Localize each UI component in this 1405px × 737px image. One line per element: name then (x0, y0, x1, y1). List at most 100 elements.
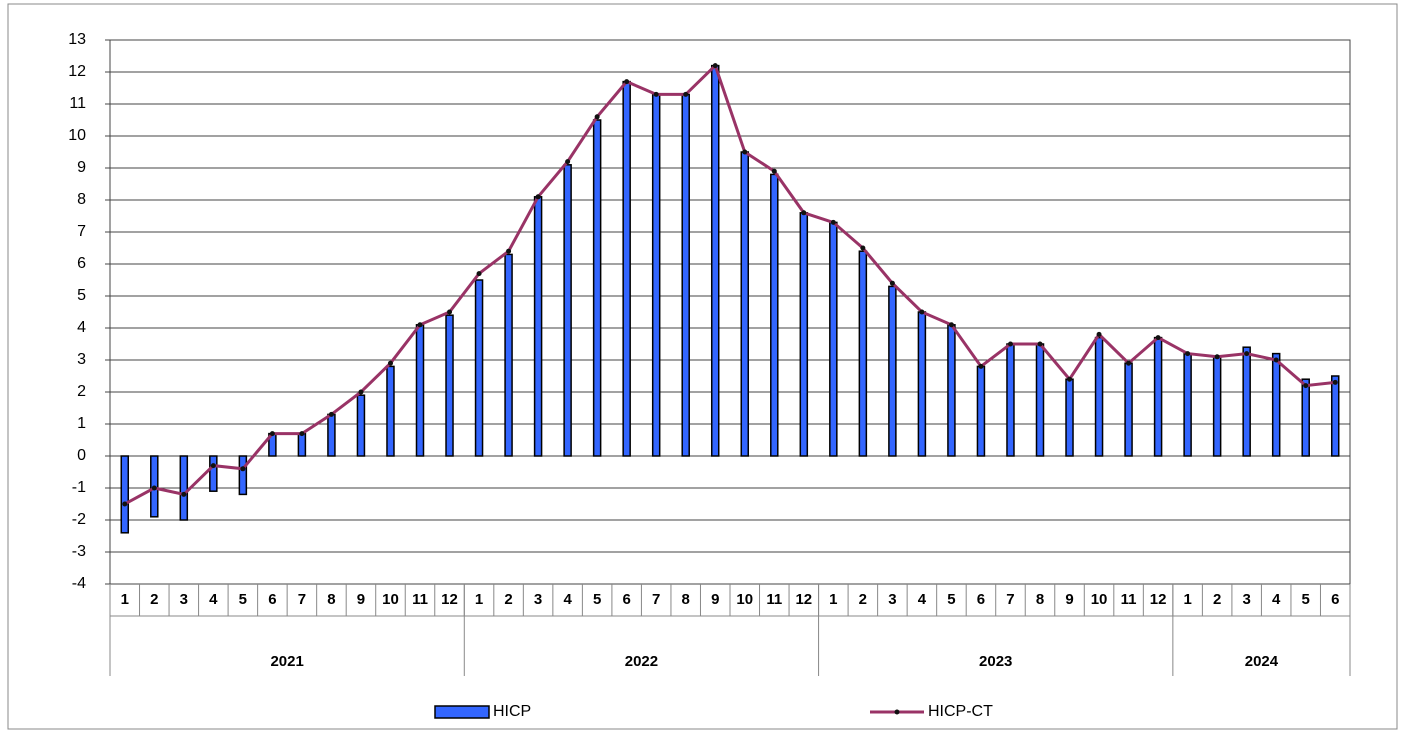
x-tick-label: 9 (357, 591, 365, 608)
x-tick-label: 8 (682, 591, 690, 608)
bar (1330, 375, 1340, 457)
bar (858, 250, 868, 457)
bar (415, 324, 425, 457)
line-point (1067, 376, 1073, 382)
x-tick-label: 9 (711, 591, 719, 608)
x-tick-label: 2 (859, 591, 867, 608)
bar (770, 173, 779, 457)
x-tick-label: 8 (327, 591, 335, 608)
line-point (506, 248, 512, 254)
x-tick-label: 3 (1242, 591, 1250, 608)
x-tick-label: 6 (977, 591, 985, 608)
bar (356, 394, 366, 457)
line-point (1155, 335, 1161, 341)
line-point (978, 363, 984, 369)
line-point (1037, 341, 1043, 347)
bar (829, 221, 838, 457)
line-point (151, 485, 157, 491)
plot-area (109, 39, 1351, 585)
x-tick-label: 12 (441, 591, 458, 608)
x-tick-label: 5 (1302, 591, 1310, 608)
line-point (624, 79, 630, 85)
line-point (653, 91, 659, 97)
bar (1301, 378, 1310, 457)
y-tick-label: 4 (77, 319, 86, 336)
line-point (683, 91, 689, 97)
x-tick-label: 11 (766, 591, 782, 608)
line-point (417, 322, 423, 328)
bar (622, 80, 631, 457)
x-tick-label: 11 (1121, 591, 1137, 608)
line-point (1185, 351, 1191, 357)
x-tick-label: 7 (652, 591, 660, 608)
bar (1153, 336, 1163, 457)
line-point (1126, 360, 1132, 366)
group-label: 2021 (270, 653, 303, 670)
bar (1065, 378, 1074, 457)
y-tick-label: 13 (68, 31, 86, 48)
y-tick-label: -2 (72, 511, 86, 528)
x-tick-label: 12 (1150, 591, 1167, 608)
bar (1124, 362, 1133, 457)
line-point (830, 219, 836, 225)
line-point (299, 431, 305, 437)
line-point (269, 431, 275, 437)
x-tick-label: 2 (1213, 591, 1221, 608)
x-tick-label: 4 (563, 591, 572, 608)
bar (1094, 336, 1104, 457)
y-tick-label: 0 (77, 447, 86, 464)
x-tick-label: 6 (1331, 591, 1339, 608)
line-point (1332, 379, 1338, 385)
line-point (387, 360, 393, 366)
y-tick-label: 11 (69, 95, 86, 112)
line-point (594, 114, 600, 120)
x-tick-label: 5 (947, 591, 955, 608)
line-point (1273, 357, 1279, 363)
bar (327, 413, 336, 457)
line-point (1214, 354, 1220, 360)
bar (533, 196, 543, 457)
line-point (1303, 383, 1309, 389)
bar (917, 311, 927, 457)
x-tick-label: 4 (209, 591, 218, 608)
bar (445, 314, 454, 457)
x-tick-label: 1 (1183, 591, 1191, 608)
legend-marker (894, 709, 900, 715)
y-tick-label: 8 (77, 191, 86, 208)
x-tick-label: 7 (1006, 591, 1014, 608)
bar (179, 455, 189, 521)
x-tick-label: 3 (180, 591, 188, 608)
group-label: 2023 (979, 653, 1012, 670)
y-tick-label: 7 (77, 223, 86, 240)
x-tick-label: 5 (593, 591, 601, 608)
bar (651, 93, 661, 457)
bar (1271, 352, 1281, 457)
line-point (1007, 341, 1013, 347)
x-tick-label: 3 (534, 591, 542, 608)
bar (238, 455, 248, 496)
y-tick-label: 6 (77, 255, 86, 272)
line-point (447, 309, 453, 315)
bar (592, 119, 602, 457)
y-tick-label: 1 (77, 415, 86, 432)
line-point (919, 309, 925, 315)
line-point (948, 322, 954, 328)
x-tick-label: 11 (412, 591, 428, 608)
line-point (328, 411, 334, 417)
x-tick-label: 2 (150, 591, 158, 608)
line-point (742, 149, 748, 155)
bar (710, 64, 720, 457)
bar (681, 93, 690, 457)
bar (799, 212, 809, 457)
legend-label: HICP (493, 703, 531, 720)
line-point (240, 466, 246, 472)
bar (209, 455, 218, 492)
x-tick-label: 6 (622, 591, 630, 608)
bar (888, 285, 897, 457)
x-tick-label: 1 (475, 591, 483, 608)
x-tick-label: 10 (736, 591, 753, 608)
x-tick-label: 5 (239, 591, 247, 608)
x-tick-label: 10 (382, 591, 399, 608)
bar (1006, 343, 1015, 457)
line-point (1244, 351, 1250, 357)
